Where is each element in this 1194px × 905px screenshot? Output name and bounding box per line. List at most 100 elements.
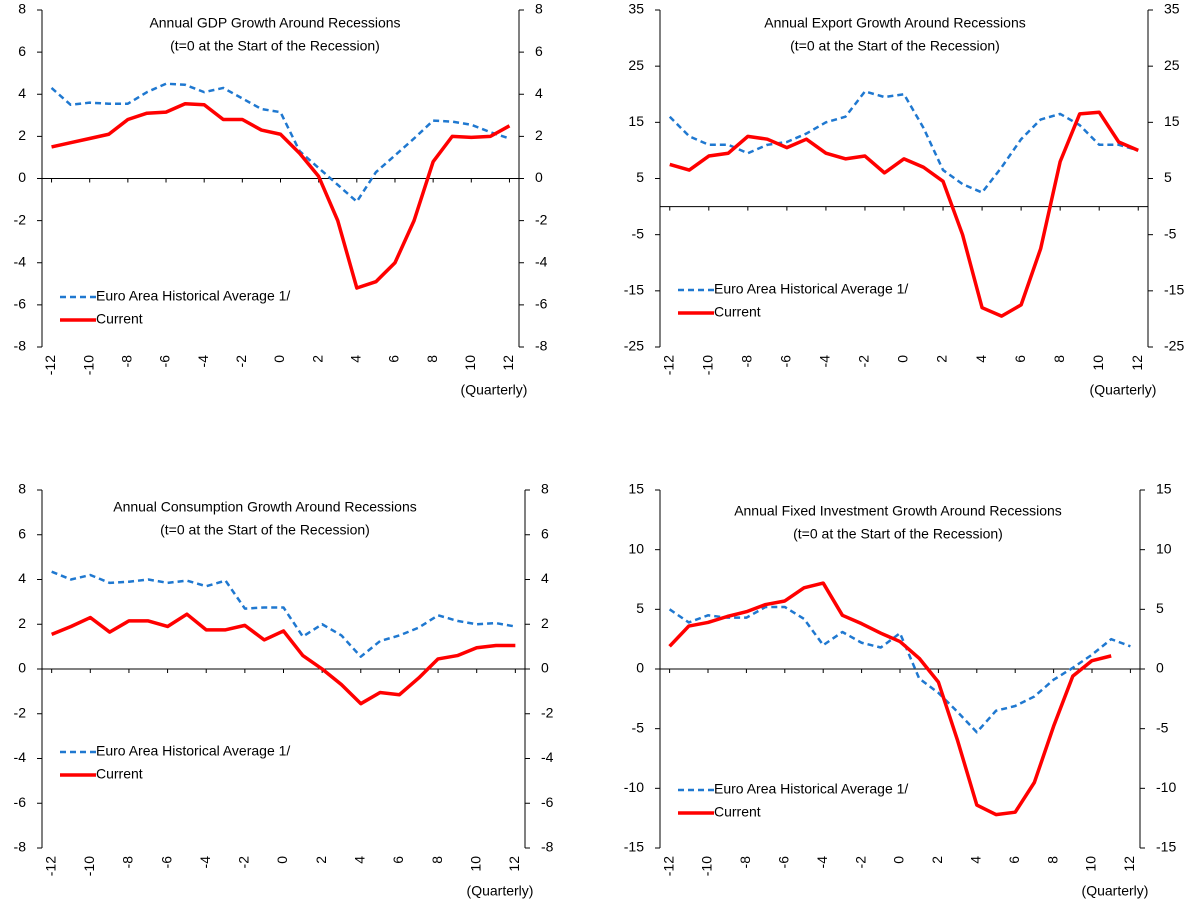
legend-label: Euro Area Historical Average 1/ xyxy=(96,743,290,759)
y2-tick-label: -6 xyxy=(535,296,548,312)
y-tick-label: 2 xyxy=(18,615,26,631)
legend-label: Current xyxy=(714,804,761,820)
x-tick-label: -8 xyxy=(739,355,755,368)
x-tick-label: -8 xyxy=(737,856,753,869)
x-tick-label: 4 xyxy=(968,856,984,864)
series-line xyxy=(50,82,510,203)
y2-tick-label: -15 xyxy=(1156,839,1176,855)
legend-label: Euro Area Historical Average 1/ xyxy=(714,781,908,797)
x-tick-label: -6 xyxy=(776,856,792,869)
y-tick-label: 4 xyxy=(18,570,26,586)
x-tick-label: 6 xyxy=(386,355,402,363)
y-tick-label: 4 xyxy=(18,85,26,101)
x-tick-label: 4 xyxy=(973,355,989,363)
series-line xyxy=(668,605,1131,734)
x-tick-label: 0 xyxy=(895,355,911,363)
x-tick-label: -6 xyxy=(158,856,174,869)
x-tick-label: 2 xyxy=(313,856,329,864)
x-tick-label: 10 xyxy=(1090,355,1106,371)
y2-tick-label: -5 xyxy=(1156,719,1169,735)
x-tick-label: 4 xyxy=(348,355,364,363)
y2-tick-label: 0 xyxy=(535,169,543,185)
x-tick-label: 6 xyxy=(1006,856,1022,864)
x-axis-label: (Quarterly) xyxy=(1090,382,1157,398)
x-tick-label: 12 xyxy=(506,856,522,872)
x-tick-label: -12 xyxy=(42,355,58,375)
x-tick-label: 8 xyxy=(429,856,445,864)
chart-title: Annual GDP Growth Around Recessions xyxy=(149,15,400,31)
y-tick-label: 5 xyxy=(636,169,644,185)
x-tick-label: -12 xyxy=(42,856,58,876)
x-tick-label: -12 xyxy=(660,856,676,876)
x-tick-label: -8 xyxy=(119,355,135,368)
y-tick-label: -8 xyxy=(14,338,27,354)
y-tick-label: -2 xyxy=(14,211,27,227)
y2-tick-label: -5 xyxy=(1164,225,1177,241)
x-tick-label: 4 xyxy=(351,856,367,864)
x-tick-label: -4 xyxy=(195,355,211,368)
x-tick-label: 2 xyxy=(309,355,325,363)
legend-label: Current xyxy=(96,766,143,782)
y2-tick-label: 2 xyxy=(535,127,543,143)
y2-tick-label: -8 xyxy=(535,338,548,354)
y-tick-label: -5 xyxy=(632,225,645,241)
chart-subtitle: (t=0 at the Start of the Recession) xyxy=(790,38,1000,54)
y-tick-label: 2 xyxy=(18,127,26,143)
y-tick-label: 8 xyxy=(18,481,26,497)
x-tick-label: 12 xyxy=(1121,856,1137,872)
y-tick-label: -6 xyxy=(14,296,27,312)
y2-tick-label: 15 xyxy=(1156,481,1172,497)
y2-tick-label: 5 xyxy=(1156,600,1164,616)
y2-tick-label: 10 xyxy=(1156,540,1172,556)
y-tick-label: 6 xyxy=(18,43,26,59)
y-tick-label: -15 xyxy=(624,282,644,298)
x-tick-label: -2 xyxy=(852,856,868,869)
y-tick-label: 15 xyxy=(628,481,644,497)
x-tick-label: 0 xyxy=(891,856,907,864)
x-tick-label: -8 xyxy=(120,856,136,869)
y2-tick-label: 0 xyxy=(1156,660,1164,676)
y-tick-label: -8 xyxy=(14,839,27,855)
x-tick-label: 10 xyxy=(462,355,478,371)
x-tick-label: -12 xyxy=(660,355,676,375)
y-tick-label: 10 xyxy=(628,540,644,556)
y2-tick-label: 25 xyxy=(1164,57,1180,73)
x-tick-label: 0 xyxy=(271,355,287,363)
chart-title: Annual Fixed Investment Growth Around Re… xyxy=(734,503,1062,519)
x-tick-label: 6 xyxy=(390,856,406,864)
y2-tick-label: 6 xyxy=(535,43,543,59)
y2-tick-label: -4 xyxy=(541,749,554,765)
x-tick-label: 8 xyxy=(1044,856,1060,864)
legend-label: Euro Area Historical Average 1/ xyxy=(96,288,290,304)
x-axis-label: (Quarterly) xyxy=(467,883,534,899)
y2-tick-label: 8 xyxy=(535,1,543,17)
legend-label: Current xyxy=(714,304,761,320)
x-tick-label: 0 xyxy=(274,856,290,864)
series-line xyxy=(668,581,1112,817)
y-tick-label: -2 xyxy=(14,704,27,720)
y2-tick-label: 15 xyxy=(1164,113,1180,129)
y-tick-label: -15 xyxy=(624,839,644,855)
x-tick-label: -6 xyxy=(778,355,794,368)
x-axis-label: (Quarterly) xyxy=(461,382,528,398)
y2-tick-label: 4 xyxy=(535,85,543,101)
y2-tick-label: -15 xyxy=(1164,282,1184,298)
x-tick-label: -4 xyxy=(814,856,830,869)
x-tick-label: -6 xyxy=(157,355,173,368)
series-line xyxy=(51,101,511,290)
y2-tick-label: 0 xyxy=(541,660,549,676)
y-tick-label: 5 xyxy=(636,600,644,616)
legend-label: Current xyxy=(96,311,143,327)
y2-tick-label: 8 xyxy=(541,481,549,497)
y2-tick-label: -25 xyxy=(1164,338,1184,354)
y-tick-label: 15 xyxy=(628,113,644,129)
series-line xyxy=(51,612,516,706)
chart-subtitle: (t=0 at the Start of the Recession) xyxy=(170,38,380,54)
x-tick-label: 12 xyxy=(500,355,516,371)
x-tick-label: 12 xyxy=(1129,355,1145,371)
x-tick-label: -2 xyxy=(236,856,252,869)
y-tick-label: -6 xyxy=(14,794,27,810)
y-tick-label: 35 xyxy=(628,1,644,17)
x-tick-label: 2 xyxy=(929,856,945,864)
